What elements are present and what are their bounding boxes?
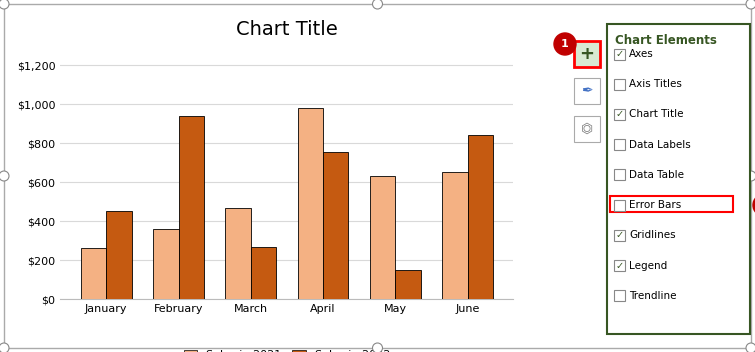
Text: Axes: Axes <box>629 49 654 59</box>
Circle shape <box>746 171 755 181</box>
Text: ✒: ✒ <box>581 84 593 98</box>
Bar <box>396 270 421 299</box>
Bar <box>614 79 625 90</box>
Bar <box>178 116 204 299</box>
Bar <box>297 108 323 299</box>
Text: Data Table: Data Table <box>629 170 684 180</box>
Bar <box>614 49 625 59</box>
Circle shape <box>0 343 9 352</box>
Bar <box>607 24 750 334</box>
Bar <box>614 230 625 241</box>
Circle shape <box>0 0 9 9</box>
Text: ✓: ✓ <box>615 49 624 59</box>
Bar <box>574 116 600 142</box>
Bar <box>614 139 625 150</box>
Bar <box>614 290 625 301</box>
Text: Gridlines: Gridlines <box>629 230 676 240</box>
Bar <box>610 196 733 212</box>
Text: Trendline: Trendline <box>629 291 676 301</box>
Title: Chart Title: Chart Title <box>236 20 337 39</box>
Bar <box>323 152 348 299</box>
Text: Data Labels: Data Labels <box>629 140 691 150</box>
Text: ✓: ✓ <box>615 260 624 271</box>
Bar <box>614 260 625 271</box>
Text: ⏣: ⏣ <box>581 122 593 136</box>
Bar <box>574 41 600 67</box>
Bar <box>614 169 625 180</box>
Bar <box>574 78 600 104</box>
Legend: Sales in 2021, Sales in 2022: Sales in 2021, Sales in 2022 <box>180 345 394 352</box>
Text: Chart Elements: Chart Elements <box>615 34 717 47</box>
Text: +: + <box>580 45 594 63</box>
Bar <box>370 176 396 299</box>
Circle shape <box>746 343 755 352</box>
Text: ✓: ✓ <box>615 109 624 119</box>
Circle shape <box>372 343 383 352</box>
Bar <box>467 136 493 299</box>
Text: ✓: ✓ <box>615 230 624 240</box>
Text: 1: 1 <box>561 39 569 49</box>
Bar <box>106 212 131 299</box>
Circle shape <box>753 194 755 216</box>
Text: Legend: Legend <box>629 260 667 271</box>
Circle shape <box>372 0 383 9</box>
Circle shape <box>0 171 9 181</box>
Bar <box>442 171 467 299</box>
Bar <box>226 208 251 299</box>
Circle shape <box>554 33 576 55</box>
Circle shape <box>746 0 755 9</box>
Bar <box>614 200 625 210</box>
Text: Chart Title: Chart Title <box>629 109 683 119</box>
Bar <box>153 229 178 299</box>
Bar <box>614 109 625 120</box>
Bar <box>81 247 106 299</box>
Text: Axis Titles: Axis Titles <box>629 79 682 89</box>
Bar <box>251 246 276 299</box>
Text: Error Bars: Error Bars <box>629 200 681 210</box>
